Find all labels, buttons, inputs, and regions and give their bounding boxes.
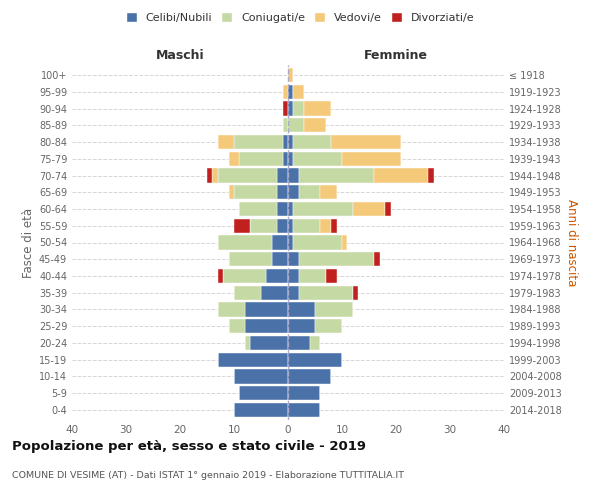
Bar <box>229 252 272 266</box>
Text: Maschi: Maschi <box>155 50 205 62</box>
Bar <box>234 286 261 300</box>
Bar <box>288 236 293 250</box>
Bar <box>234 370 288 384</box>
Bar <box>342 236 347 250</box>
Bar <box>299 269 326 283</box>
Bar <box>288 319 315 334</box>
Bar <box>288 403 320 417</box>
Bar <box>250 218 277 233</box>
Text: Popolazione per età, sesso e stato civile - 2019: Popolazione per età, sesso e stato civil… <box>12 440 366 453</box>
Bar <box>288 386 320 400</box>
Bar <box>288 185 299 200</box>
Bar <box>320 185 337 200</box>
Bar <box>261 286 288 300</box>
Bar <box>207 168 212 182</box>
Bar <box>288 168 299 182</box>
Bar <box>218 352 288 367</box>
Text: COMUNE DI VESIME (AT) - Dati ISTAT 1° gennaio 2019 - Elaborazione TUTTITALIA.IT: COMUNE DI VESIME (AT) - Dati ISTAT 1° ge… <box>12 470 404 480</box>
Bar <box>385 202 391 216</box>
Bar <box>272 236 288 250</box>
Bar <box>283 102 288 116</box>
Bar <box>245 302 288 316</box>
Bar <box>218 236 272 250</box>
Bar <box>234 185 277 200</box>
Bar <box>299 252 374 266</box>
Text: Femmine: Femmine <box>364 50 428 62</box>
Bar <box>288 68 293 82</box>
Bar <box>283 135 288 149</box>
Bar <box>229 185 234 200</box>
Bar <box>266 269 288 283</box>
Bar <box>288 202 293 216</box>
Bar <box>288 118 304 132</box>
Bar <box>293 202 353 216</box>
Bar <box>288 302 315 316</box>
Bar <box>353 202 385 216</box>
Bar <box>299 185 320 200</box>
Bar <box>229 152 239 166</box>
Bar <box>374 252 380 266</box>
Bar <box>288 135 293 149</box>
Bar <box>277 185 288 200</box>
Bar <box>374 168 428 182</box>
Bar <box>353 286 358 300</box>
Bar <box>288 286 299 300</box>
Bar <box>288 252 299 266</box>
Bar <box>288 336 310 350</box>
Bar <box>283 84 288 99</box>
Bar <box>299 286 353 300</box>
Bar <box>288 102 293 116</box>
Bar <box>293 135 331 149</box>
Bar <box>288 269 299 283</box>
Bar <box>293 152 342 166</box>
Bar <box>277 168 288 182</box>
Bar <box>245 336 250 350</box>
Bar <box>283 152 288 166</box>
Bar <box>288 352 342 367</box>
Bar <box>234 218 250 233</box>
Bar <box>239 386 288 400</box>
Bar <box>229 319 245 334</box>
Bar <box>212 168 218 182</box>
Bar <box>293 236 342 250</box>
Bar <box>331 135 401 149</box>
Bar <box>245 319 288 334</box>
Bar <box>272 252 288 266</box>
Bar <box>310 336 320 350</box>
Bar <box>304 118 326 132</box>
Bar <box>239 202 277 216</box>
Bar <box>223 269 266 283</box>
Bar <box>326 269 337 283</box>
Bar <box>428 168 434 182</box>
Bar <box>299 168 374 182</box>
Bar <box>293 84 304 99</box>
Bar <box>218 269 223 283</box>
Bar <box>218 302 245 316</box>
Bar <box>304 102 331 116</box>
Y-axis label: Anni di nascita: Anni di nascita <box>565 199 578 286</box>
Bar <box>218 135 234 149</box>
Bar <box>288 84 293 99</box>
Bar <box>277 218 288 233</box>
Y-axis label: Fasce di età: Fasce di età <box>22 208 35 278</box>
Bar <box>315 319 342 334</box>
Bar <box>315 302 353 316</box>
Bar <box>234 135 283 149</box>
Bar <box>250 336 288 350</box>
Bar <box>293 218 320 233</box>
Bar <box>331 218 337 233</box>
Bar <box>239 152 283 166</box>
Bar <box>342 152 401 166</box>
Bar <box>288 218 293 233</box>
Bar <box>283 118 288 132</box>
Bar <box>288 370 331 384</box>
Bar <box>320 218 331 233</box>
Bar <box>293 102 304 116</box>
Bar <box>234 403 288 417</box>
Legend: Celibi/Nubili, Coniugati/e, Vedovi/e, Divorziati/e: Celibi/Nubili, Coniugati/e, Vedovi/e, Di… <box>121 8 479 28</box>
Bar <box>218 168 277 182</box>
Bar <box>277 202 288 216</box>
Bar <box>288 152 293 166</box>
